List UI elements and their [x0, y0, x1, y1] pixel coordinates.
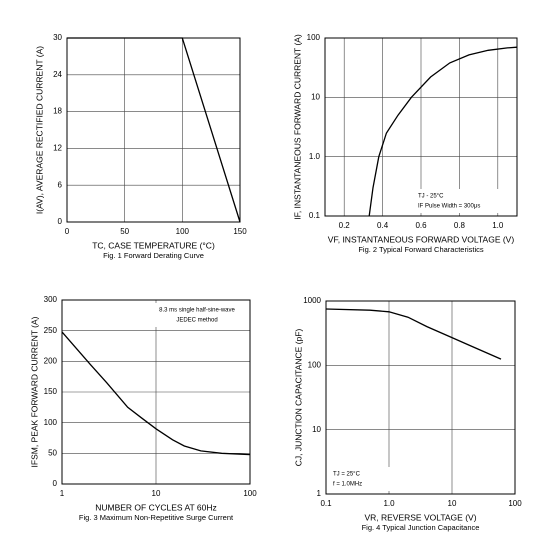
annotation-box — [147, 303, 247, 327]
curve — [61, 331, 251, 456]
plot-frame — [66, 37, 241, 223]
y-tick-label: 0 — [53, 479, 58, 488]
annotation: TJ = 25°C — [333, 472, 361, 478]
plot-frame — [325, 300, 516, 495]
figure-caption: Fig. 1 Forward Derating Curve — [103, 251, 204, 260]
y-tick-label: 50 — [48, 448, 57, 457]
figure-caption: Fig. 4 Typical Junction Capacitance — [362, 523, 480, 532]
y-tick-label: 100 — [307, 33, 321, 42]
x-tick-label: 10 — [152, 489, 161, 498]
annotation: 8.3 ms single half-sine-wave — [159, 308, 235, 314]
x-tick-label: 0 — [65, 227, 70, 236]
annotation: JEDEC method — [176, 318, 217, 324]
y-tick-label: 10 — [312, 425, 321, 434]
x-axis-label: NUMBER OF CYCLES AT 60Hz — [95, 502, 217, 512]
x-tick-label: 1 — [60, 489, 65, 498]
x-tick-label: 0.6 — [415, 221, 427, 230]
y-tick-label: 100 — [308, 360, 322, 369]
plot-frame — [324, 37, 518, 217]
y-tick-label: 1 — [317, 489, 322, 498]
annotation-box — [329, 467, 429, 491]
annotation: TJ - 25°C — [418, 194, 444, 200]
x-tick-label: 0.2 — [339, 221, 351, 230]
curve — [325, 308, 502, 360]
x-tick-label: 0.8 — [454, 221, 466, 230]
figure-caption: Fig. 3 Maximum Non-Repetitive Surge Curr… — [79, 513, 234, 522]
y-tick-label: 150 — [44, 387, 58, 396]
x-tick-label: 50 — [120, 227, 129, 236]
y-tick-label: 100 — [44, 418, 58, 427]
annotation-box — [414, 189, 514, 213]
annotation: IF Pulse Width = 300μs — [418, 204, 480, 210]
x-axis-label: TC, CASE TEMPERATURE (°C) — [92, 240, 215, 250]
y-tick-label: 250 — [44, 326, 58, 335]
y-tick-label: 24 — [53, 70, 62, 79]
y-tick-label: 200 — [44, 356, 58, 365]
y-axis-label: IF, INSTANTANEOUS FORWARD CURRENT (A) — [292, 34, 302, 220]
x-tick-label: 150 — [233, 227, 247, 236]
x-tick-label: 1.0 — [383, 499, 395, 508]
x-tick-label: 100 — [243, 489, 257, 498]
x-tick-label: 1.0 — [492, 221, 504, 230]
y-tick-label: 0 — [58, 217, 63, 226]
y-axis-label: IFSM, PEAK FORWARD CURRENT (A) — [29, 316, 39, 467]
y-tick-label: 12 — [53, 144, 62, 153]
x-tick-label: 0.4 — [377, 221, 389, 230]
y-tick-label: 30 — [53, 33, 62, 42]
x-axis-label: VR, REVERSE VOLTAGE (V) — [364, 512, 476, 522]
annotation: f = 1.0MHz — [333, 482, 362, 488]
x-tick-label: 100 — [508, 499, 522, 508]
y-tick-label: 1.0 — [309, 152, 321, 161]
y-tick-label: 300 — [44, 295, 58, 304]
y-tick-label: 0.1 — [309, 211, 321, 220]
y-axis-label: I(AV), AVERAGE RECTIFIED CURRENT (A) — [34, 46, 44, 214]
x-axis-label: VF, INSTANTANEOUS FORWARD VOLTAGE (V) — [328, 234, 515, 244]
plot-frame — [61, 299, 251, 485]
x-tick-label: 10 — [448, 499, 457, 508]
y-tick-label: 6 — [58, 180, 63, 189]
x-tick-label: 0.1 — [320, 499, 332, 508]
x-tick-label: 100 — [176, 227, 190, 236]
figure-caption: Fig. 2 Typical Forward Characteristics — [358, 245, 484, 254]
curve — [67, 37, 241, 223]
y-tick-label: 1000 — [303, 296, 321, 305]
y-tick-label: 10 — [311, 92, 320, 101]
curve — [368, 46, 518, 217]
y-tick-label: 18 — [53, 107, 62, 116]
y-axis-label: CJ, JUNCTION CAPACITANCE (pF) — [293, 329, 303, 467]
